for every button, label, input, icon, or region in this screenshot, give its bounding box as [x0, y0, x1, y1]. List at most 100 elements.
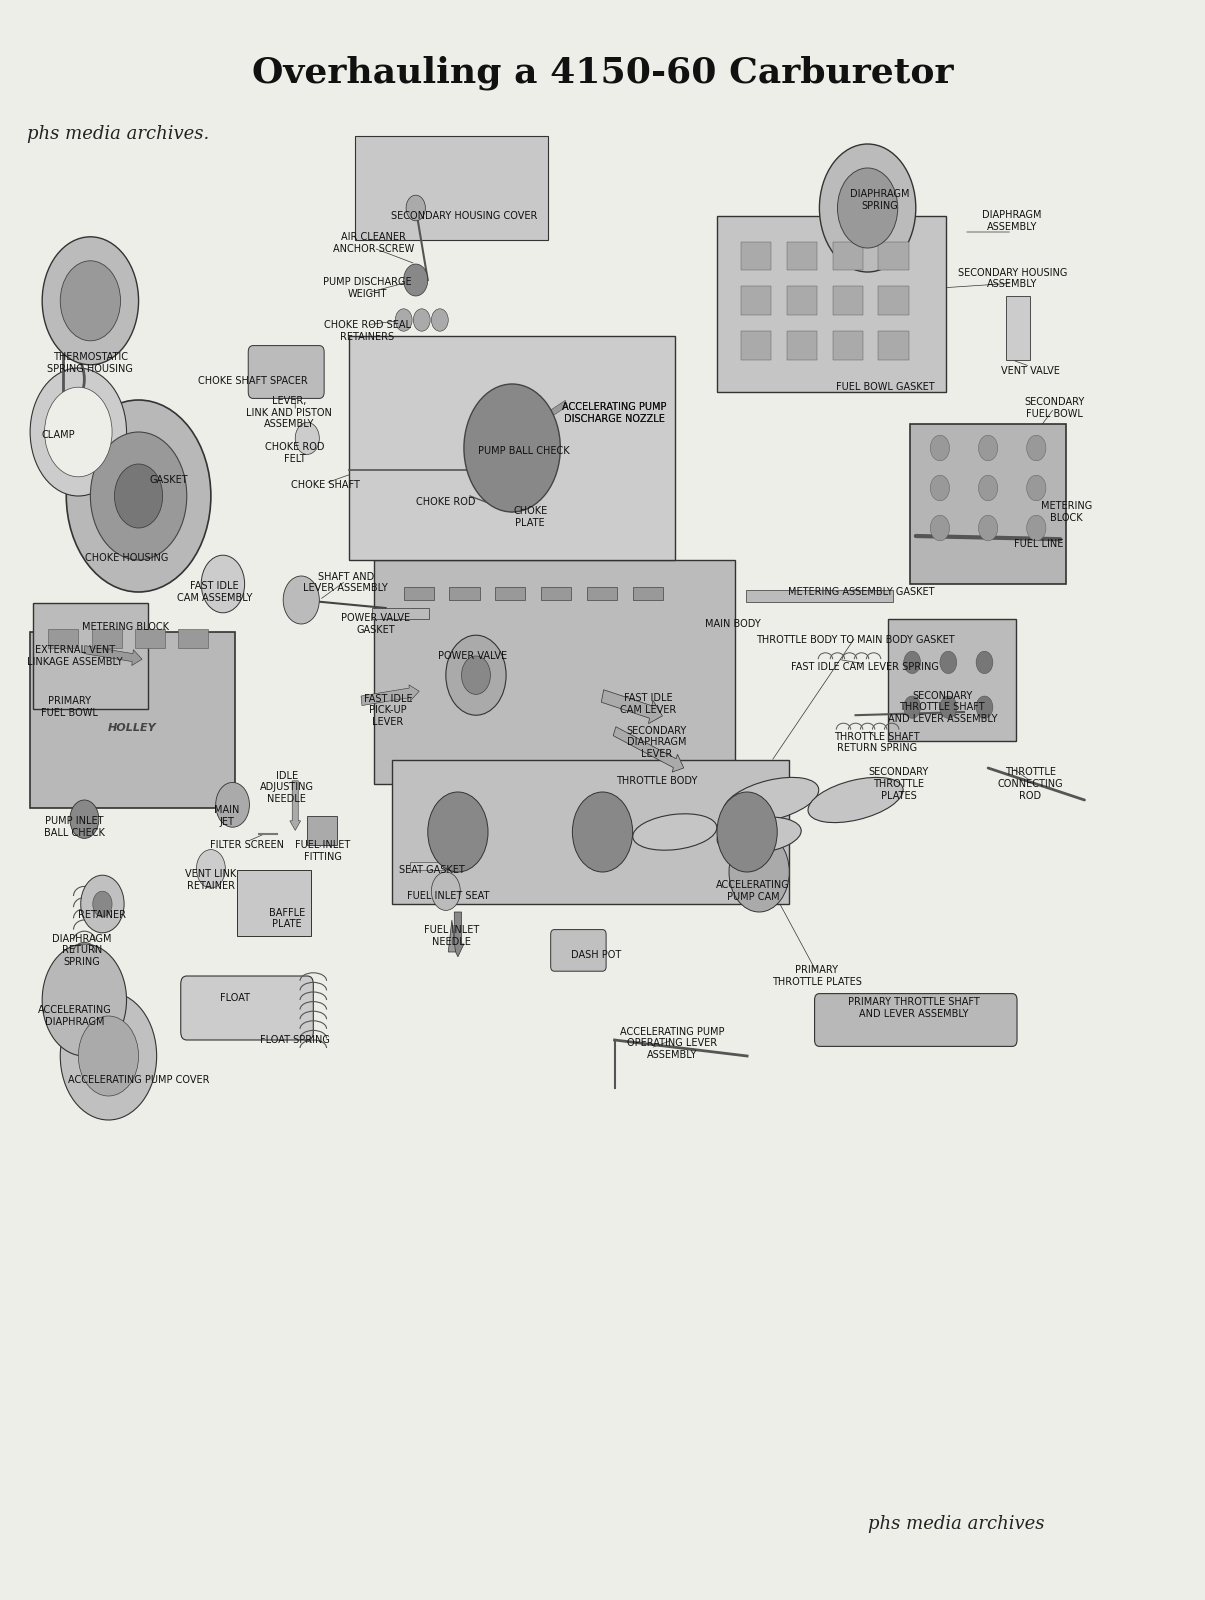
Text: DIAPHRAGM
RETURN
SPRING: DIAPHRAGM RETURN SPRING: [52, 934, 112, 966]
Text: ACCELERATING
DIAPHRAGM: ACCELERATING DIAPHRAGM: [37, 1005, 112, 1027]
Text: MAIN
JET: MAIN JET: [213, 805, 240, 827]
FancyBboxPatch shape: [815, 994, 1017, 1046]
Text: GASKET: GASKET: [149, 475, 188, 485]
Circle shape: [283, 576, 319, 624]
Text: DASH POT: DASH POT: [571, 950, 622, 960]
Circle shape: [66, 400, 211, 592]
Circle shape: [819, 144, 916, 272]
Text: CHOKE ROD SEAL
RETAINERS: CHOKE ROD SEAL RETAINERS: [324, 320, 411, 342]
Circle shape: [216, 782, 249, 827]
Bar: [787, 286, 817, 315]
FancyBboxPatch shape: [30, 632, 235, 808]
Circle shape: [464, 384, 560, 512]
Circle shape: [78, 1016, 139, 1096]
Bar: [878, 242, 909, 270]
Circle shape: [395, 309, 412, 331]
Circle shape: [446, 635, 506, 715]
Circle shape: [406, 195, 425, 221]
Bar: [178, 629, 208, 648]
Text: POWER VALVE
GASKET: POWER VALVE GASKET: [341, 613, 411, 635]
Circle shape: [978, 515, 998, 541]
Bar: [787, 331, 817, 360]
Circle shape: [413, 309, 430, 331]
Text: THROTTLE BODY: THROTTLE BODY: [616, 776, 698, 786]
Circle shape: [930, 475, 950, 501]
Text: THERMOSTATIC
SPRING HOUSING: THERMOSTATIC SPRING HOUSING: [47, 352, 134, 374]
Circle shape: [513, 427, 535, 456]
Circle shape: [201, 555, 245, 613]
Circle shape: [940, 651, 957, 674]
Bar: [541, 587, 571, 600]
Text: CHOKE SHAFT: CHOKE SHAFT: [290, 480, 360, 490]
Text: SEAT GASKET: SEAT GASKET: [399, 866, 464, 875]
Circle shape: [431, 872, 460, 910]
FancyBboxPatch shape: [551, 930, 606, 971]
Circle shape: [1027, 475, 1046, 501]
Text: FILTER SCREEN: FILTER SCREEN: [210, 840, 284, 850]
Text: FUEL INLET
FITTING: FUEL INLET FITTING: [295, 840, 351, 862]
FancyBboxPatch shape: [237, 870, 311, 936]
Text: POWER VALVE: POWER VALVE: [437, 651, 507, 661]
FancyArrow shape: [362, 685, 419, 706]
Text: FUEL INLET
NEEDLE: FUEL INLET NEEDLE: [424, 925, 480, 947]
Text: VENT VALVE: VENT VALVE: [1001, 366, 1059, 376]
Circle shape: [976, 696, 993, 718]
Text: CHOKE SHAFT SPACER: CHOKE SHAFT SPACER: [198, 376, 308, 386]
Text: SECONDARY
DIAPHRAGM
LEVER: SECONDARY DIAPHRAGM LEVER: [627, 726, 687, 758]
FancyBboxPatch shape: [181, 976, 313, 1040]
FancyBboxPatch shape: [349, 336, 675, 560]
Text: phs media archives: phs media archives: [868, 1515, 1044, 1533]
FancyBboxPatch shape: [374, 560, 735, 784]
Text: SECONDARY HOUSING COVER: SECONDARY HOUSING COVER: [390, 211, 537, 221]
Circle shape: [404, 264, 428, 296]
Text: SECONDARY
THROTTLE
PLATES: SECONDARY THROTTLE PLATES: [869, 768, 929, 800]
Ellipse shape: [717, 818, 801, 853]
Text: FUEL BOWL GASKET: FUEL BOWL GASKET: [836, 382, 935, 392]
Ellipse shape: [633, 814, 717, 850]
FancyArrow shape: [613, 726, 683, 773]
Bar: [404, 587, 434, 600]
Bar: [135, 629, 165, 648]
Bar: [833, 331, 863, 360]
Text: SECONDARY
THROTTLE SHAFT
AND LEVER ASSEMBLY: SECONDARY THROTTLE SHAFT AND LEVER ASSEM…: [888, 691, 997, 723]
Text: PRIMARY
FUEL BOWL: PRIMARY FUEL BOWL: [41, 696, 99, 718]
Text: ACCELERATING PUMP
OPERATING LEVER
ASSEMBLY: ACCELERATING PUMP OPERATING LEVER ASSEMB…: [621, 1027, 724, 1059]
Text: SECONDARY
FUEL BOWL: SECONDARY FUEL BOWL: [1024, 397, 1084, 419]
Bar: [833, 286, 863, 315]
Bar: [741, 286, 771, 315]
Bar: [1006, 296, 1030, 360]
FancyBboxPatch shape: [355, 136, 548, 240]
Bar: [495, 587, 525, 600]
Text: LEVER,
LINK AND PISTON
ASSEMBLY: LEVER, LINK AND PISTON ASSEMBLY: [246, 397, 333, 429]
Text: IDLE
ADJUSTING
NEEDLE: IDLE ADJUSTING NEEDLE: [260, 771, 313, 803]
Text: METERING ASSEMBLY GASKET: METERING ASSEMBLY GASKET: [788, 587, 935, 597]
Text: FLOAT SPRING: FLOAT SPRING: [260, 1035, 330, 1045]
Bar: [587, 587, 617, 600]
FancyBboxPatch shape: [33, 603, 148, 709]
Text: ACCELERATING PUMP COVER: ACCELERATING PUMP COVER: [67, 1075, 210, 1085]
Circle shape: [42, 944, 127, 1056]
FancyArrow shape: [536, 400, 568, 426]
Text: PUMP INLET
BALL CHECK: PUMP INLET BALL CHECK: [45, 816, 105, 838]
Circle shape: [431, 309, 448, 331]
Text: SECONDARY HOUSING
ASSEMBLY: SECONDARY HOUSING ASSEMBLY: [958, 267, 1066, 290]
Circle shape: [904, 651, 921, 674]
Bar: [833, 242, 863, 270]
FancyBboxPatch shape: [248, 346, 324, 398]
Bar: [741, 331, 771, 360]
Text: phs media archives.: phs media archives.: [27, 125, 208, 142]
Bar: [48, 629, 78, 648]
FancyBboxPatch shape: [372, 608, 429, 619]
Text: ACCELERATING PUMP
DISCHARGE NOZZLE: ACCELERATING PUMP DISCHARGE NOZZLE: [563, 402, 666, 424]
Circle shape: [1027, 435, 1046, 461]
Bar: [449, 587, 480, 600]
Circle shape: [114, 464, 163, 528]
Text: CHOKE ROD
FELT: CHOKE ROD FELT: [265, 442, 325, 464]
Text: METERING
BLOCK: METERING BLOCK: [1041, 501, 1092, 523]
Text: HOLLEY: HOLLEY: [108, 723, 157, 733]
Bar: [92, 629, 122, 648]
Circle shape: [428, 792, 488, 872]
Circle shape: [729, 832, 789, 912]
Circle shape: [978, 435, 998, 461]
Circle shape: [930, 435, 950, 461]
